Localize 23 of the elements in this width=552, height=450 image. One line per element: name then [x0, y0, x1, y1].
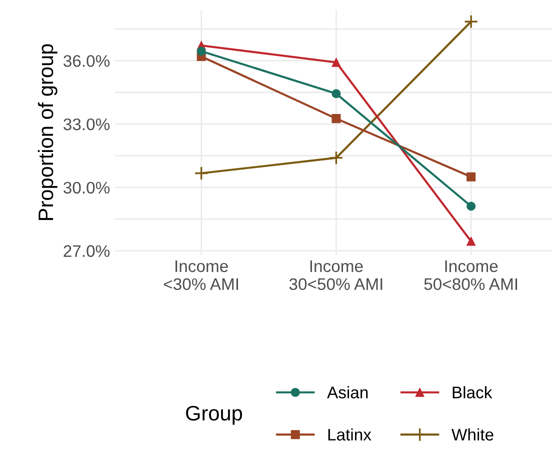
legend-label: Asian [327, 386, 368, 398]
point [194, 166, 208, 180]
point [464, 14, 478, 29]
point [196, 46, 206, 56]
legend-label: Black [452, 386, 492, 398]
point [329, 150, 344, 165]
x-tick-label: Income <30% AMI [164, 260, 238, 290]
x-tick-label: Income 30<50% AMI [289, 260, 382, 290]
x-tick-label: Income 50<80% AMI [424, 260, 518, 290]
y-tick-label: 33.0% [64, 118, 110, 130]
y-tick-label: 36.0% [64, 55, 110, 67]
y-tick-label: 27.0% [64, 245, 110, 257]
y-tick-label: 30.0% [64, 182, 110, 194]
legend-label: Latinx [328, 428, 372, 441]
point [332, 89, 341, 98]
point [466, 236, 476, 246]
legend-title: Group [186, 406, 242, 425]
point [332, 58, 341, 67]
y-axis-title: Proportion of group [38, 44, 58, 220]
point [466, 172, 476, 182]
point [332, 114, 341, 124]
point [466, 202, 476, 211]
legend-label: White [452, 428, 494, 441]
